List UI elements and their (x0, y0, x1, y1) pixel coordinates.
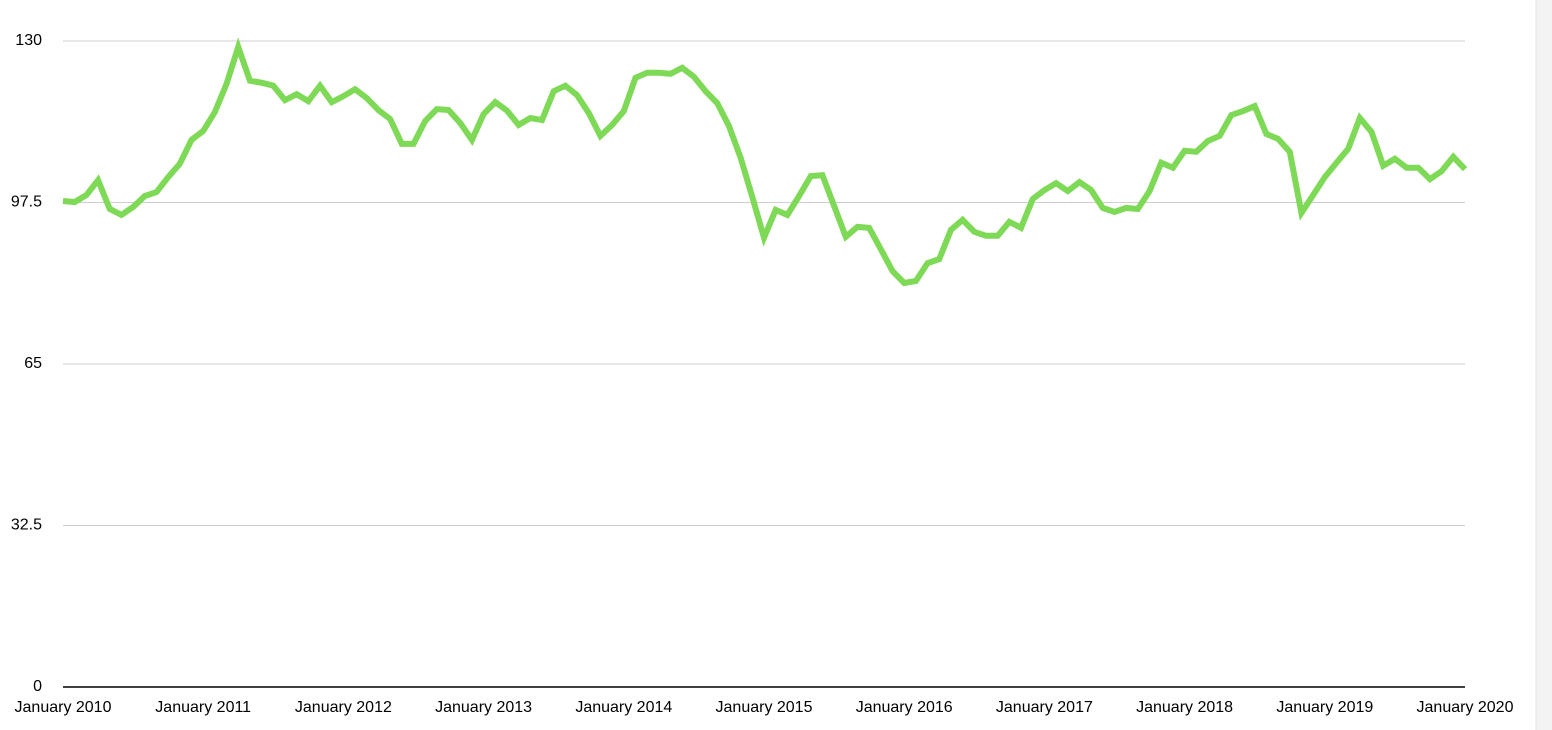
y-tick-label: 65 (24, 355, 42, 372)
x-tick-label: January 2020 (1417, 699, 1514, 716)
x-tick-label: January 2012 (295, 699, 392, 716)
x-tick-label: January 2019 (1276, 699, 1373, 716)
y-tick-label: 130 (15, 32, 42, 49)
y-tick-label: 32.5 (11, 517, 42, 534)
scrollbar-track (1536, 0, 1552, 730)
x-tick-label: January 2011 (155, 699, 251, 716)
x-tick-label: January 2013 (435, 699, 532, 716)
x-tick-label: January 2018 (1136, 699, 1233, 716)
x-tick-label: January 2010 (15, 699, 112, 716)
x-tick-label: January 2016 (856, 699, 953, 716)
y-tick-label: 97.5 (11, 194, 42, 211)
x-tick-label: January 2017 (996, 699, 1093, 716)
x-tick-label: January 2014 (575, 699, 672, 716)
x-tick-label: January 2015 (716, 699, 813, 716)
data-line (62, 37, 1468, 287)
y-tick-label: 0 (33, 678, 42, 695)
